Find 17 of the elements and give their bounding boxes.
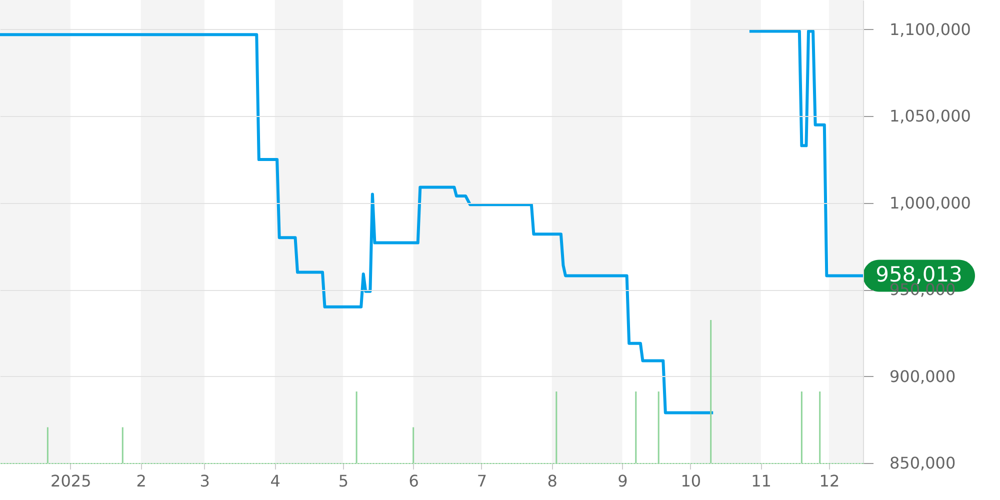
x-tick-label: 7 [476,472,488,490]
x-tick-label: 4 [270,472,280,490]
x-tick-label: 2 [136,472,146,490]
x-tick-label: 5 [338,472,349,490]
x-tick-label: 8 [547,472,558,490]
x-tick-label: 9 [618,472,628,490]
x-tick-label: 10 [680,472,702,490]
y-tick-label: 900,000 [890,366,956,386]
y-tick-label: 1,000,000 [890,193,971,212]
x-tick-label: 3 [200,472,210,490]
y-tick-label: 850,000 [890,454,956,472]
x-tick-label: 2025 [50,472,92,490]
x-tick-label: 12 [819,472,840,490]
y-tick-label: 1,100,000 [890,20,971,39]
y-tick-label: 1,050,000 [890,106,971,126]
x-tick-label: 11 [751,472,772,490]
x-tick-label: 6 [408,472,419,490]
